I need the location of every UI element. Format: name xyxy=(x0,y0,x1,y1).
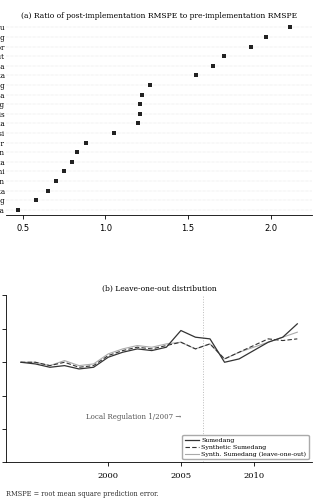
Point xyxy=(111,129,116,137)
Title: (b) Leave-one-out distribution: (b) Leave-one-out distribution xyxy=(102,286,216,294)
Point xyxy=(288,24,293,32)
Point xyxy=(70,158,75,166)
Title: (a) Ratio of post-implementation RMSPE to pre-implementation RMSPE: (a) Ratio of post-implementation RMSPE t… xyxy=(21,12,297,20)
Point xyxy=(210,62,215,70)
Point xyxy=(138,110,143,118)
Point xyxy=(194,72,199,80)
Point xyxy=(45,186,50,194)
Legend: Sumedang, Synthetic Sumedang, Synth. Sumedang (leave-one-out): Sumedang, Synthetic Sumedang, Synth. Sum… xyxy=(182,435,309,460)
Point xyxy=(83,138,88,146)
Point xyxy=(33,196,38,204)
Point xyxy=(138,100,143,108)
Point xyxy=(147,81,152,89)
Point xyxy=(53,177,58,185)
Point xyxy=(62,168,67,175)
Point xyxy=(15,206,20,214)
Point xyxy=(222,52,227,60)
Point xyxy=(75,148,80,156)
Point xyxy=(263,33,268,41)
Text: RMSPE = root mean square prediction error.: RMSPE = root mean square prediction erro… xyxy=(6,490,159,498)
Point xyxy=(136,120,141,128)
Point xyxy=(248,42,253,50)
Point xyxy=(139,90,144,98)
Text: Local Regulation 1/2007 →: Local Regulation 1/2007 → xyxy=(86,413,181,421)
